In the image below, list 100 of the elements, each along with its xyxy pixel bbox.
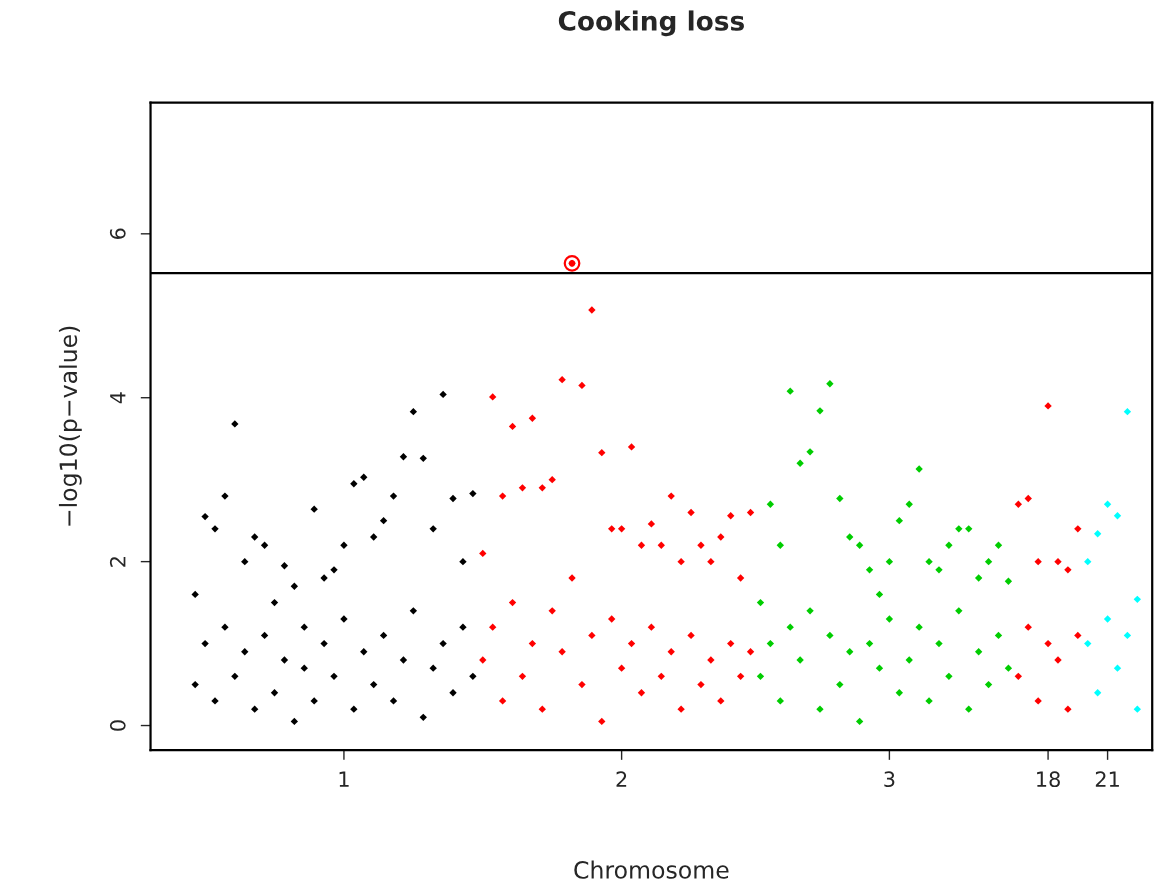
point [370, 533, 378, 541]
point [984, 557, 993, 566]
point [1113, 664, 1122, 672]
y-tick-label: 6 [109, 228, 126, 239]
point [836, 494, 844, 503]
point [687, 508, 695, 517]
point [846, 648, 854, 656]
point [608, 525, 616, 533]
point [231, 672, 239, 681]
point [241, 648, 249, 656]
point [657, 672, 665, 681]
point [498, 697, 507, 705]
point [727, 639, 735, 648]
point [875, 664, 884, 672]
point [310, 505, 318, 513]
point [865, 566, 874, 574]
point [826, 380, 834, 388]
point [935, 639, 943, 648]
point [489, 623, 497, 631]
point [1074, 631, 1082, 640]
point [608, 615, 616, 623]
point [439, 390, 447, 399]
point [826, 631, 834, 640]
point [389, 697, 398, 705]
point [637, 541, 646, 549]
point [1133, 595, 1142, 603]
point [736, 574, 745, 582]
point [1054, 557, 1062, 566]
point [300, 623, 308, 631]
point [855, 541, 864, 549]
point [379, 516, 388, 525]
point [707, 557, 715, 566]
point [1074, 525, 1082, 533]
point [1113, 512, 1122, 520]
point [379, 631, 388, 640]
point [1084, 557, 1092, 566]
point [389, 492, 398, 500]
point [667, 648, 675, 656]
point [360, 473, 368, 481]
point [1103, 500, 1112, 508]
point [727, 512, 735, 520]
point [518, 672, 527, 681]
point [479, 549, 487, 558]
point [578, 680, 586, 689]
x-tick-label: 21 [1095, 771, 1119, 787]
point [1133, 705, 1142, 713]
x-tick-label: 1 [339, 771, 349, 787]
point [994, 541, 1003, 549]
point [1044, 639, 1052, 648]
point [776, 697, 784, 705]
point [994, 631, 1003, 640]
point [647, 623, 656, 631]
point [1004, 664, 1013, 672]
point [1123, 407, 1132, 416]
point [687, 631, 695, 640]
point [538, 484, 546, 492]
point [1014, 672, 1022, 681]
point [518, 484, 527, 492]
y-tick-label: 4 [110, 392, 126, 404]
point [746, 648, 755, 656]
point [350, 480, 358, 488]
point [955, 607, 963, 615]
point [459, 557, 467, 566]
point [657, 541, 665, 549]
point [399, 453, 408, 461]
point [885, 557, 894, 566]
x-tick-label: 3 [884, 771, 895, 788]
point [955, 525, 963, 533]
point [538, 705, 546, 713]
point [925, 557, 933, 566]
point [330, 672, 338, 681]
point [875, 590, 884, 599]
point [588, 631, 596, 640]
point [865, 639, 874, 648]
point [191, 590, 199, 599]
point [895, 689, 903, 697]
point [756, 598, 765, 607]
point [429, 664, 437, 672]
point [469, 672, 477, 681]
x-axis-title: Chromosome [574, 860, 729, 879]
point [766, 500, 775, 508]
point [1103, 615, 1112, 623]
point [528, 639, 537, 648]
point [1034, 557, 1042, 566]
point [965, 525, 973, 533]
point [449, 494, 457, 503]
point [409, 407, 418, 416]
point [251, 533, 259, 541]
point [637, 689, 646, 697]
x-tick-label: 18 [1037, 771, 1060, 788]
point [786, 623, 794, 631]
point [270, 689, 279, 697]
point [419, 713, 427, 722]
y-axis-title: −log10(p−value) [58, 326, 82, 526]
point [280, 656, 289, 664]
point [320, 639, 328, 648]
point [558, 376, 566, 384]
point [498, 492, 507, 500]
point [796, 459, 804, 467]
point [508, 422, 517, 431]
